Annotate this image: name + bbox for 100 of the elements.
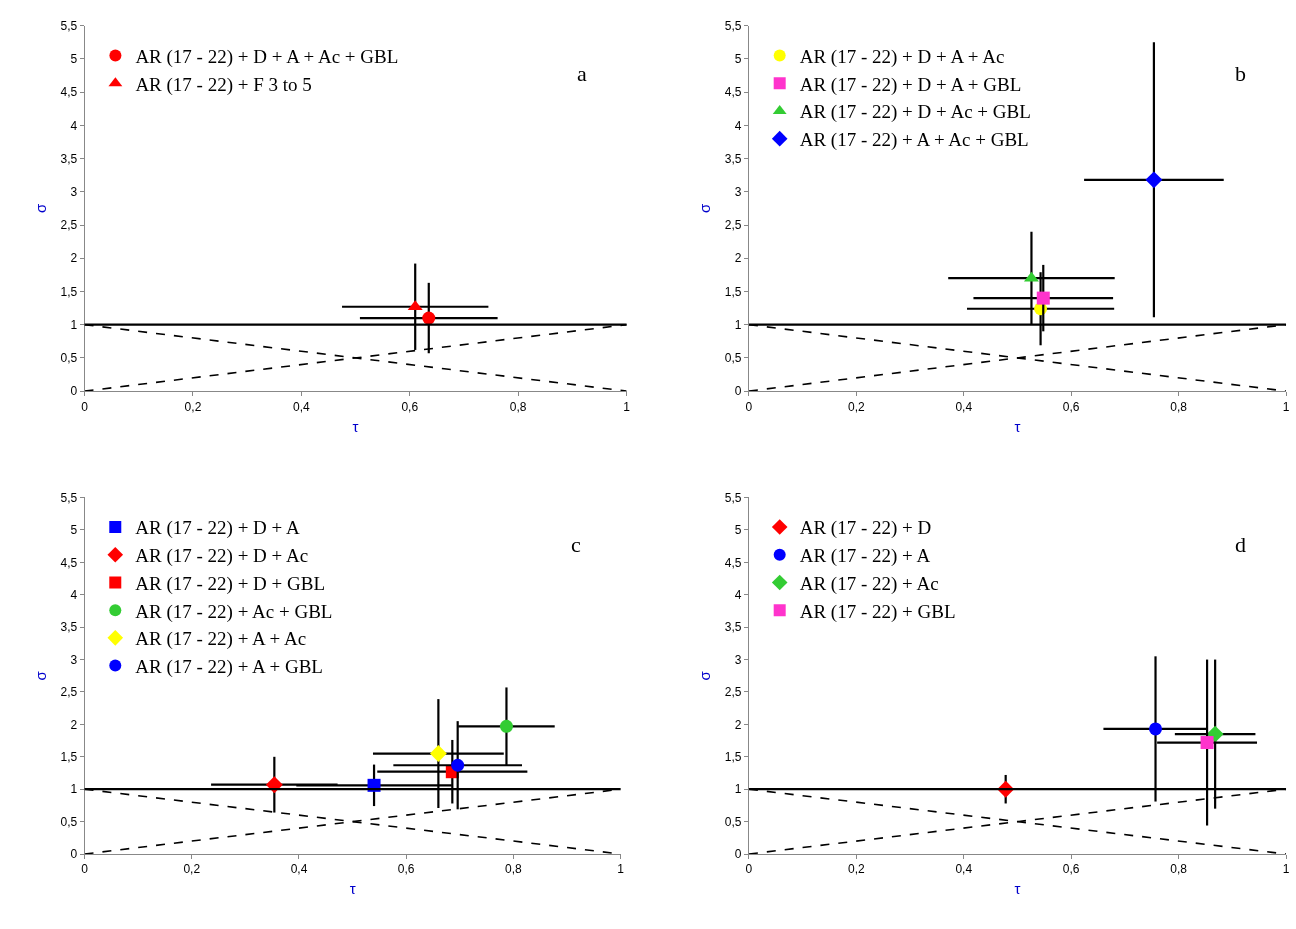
legend-label: AR (17 - 22) + D + Ac + GBL (799, 101, 1031, 124)
legend-label: AR (17 - 22) + D + A + Ac (799, 45, 1005, 68)
annotation: a (577, 61, 587, 86)
x-axis-title: τ (352, 417, 359, 435)
y-tick-label: 5,5 (60, 18, 78, 33)
point (1145, 171, 1163, 189)
x-axis-title: τ (349, 880, 356, 898)
point (1149, 722, 1163, 736)
legend-label: AR (17 - 22) + D + GBL (135, 572, 326, 595)
x-tick-label: 0,6 (1062, 862, 1080, 877)
x-tick-label: 0,2 (183, 862, 201, 877)
y-tick-label: 3 (734, 185, 742, 200)
x-tick-label: 0,8 (1170, 862, 1188, 877)
legend-label: AR (17 - 22) + D + A (135, 517, 301, 540)
annotation: d (1235, 532, 1246, 557)
y-tick-label: 4 (734, 587, 742, 602)
legend-label: AR (17 - 22) + D + A + Ac + GBL (135, 45, 399, 68)
legend-label: AR (17 - 22) + D + Ac (135, 545, 309, 568)
y-tick-label: 3,5 (60, 620, 78, 635)
x-tick-label: 0 (745, 399, 753, 414)
y-tick-label: 3,5 (724, 151, 742, 166)
x-axis-title: τ (1014, 880, 1021, 898)
y-tick-label: 5 (70, 52, 78, 67)
x-axis-title: τ (1014, 417, 1021, 435)
annotation: c (571, 532, 581, 557)
legend-label: AR (17 - 22) + Ac + GBL (135, 600, 333, 623)
y-tick-label: 5,5 (60, 490, 78, 505)
point (1200, 736, 1214, 750)
y-tick-label: 1,5 (724, 284, 742, 299)
y-tick-label: 4,5 (724, 555, 742, 570)
y-tick-label: 2,5 (724, 218, 742, 233)
legend-label: AR (17 - 22) + GBL (799, 600, 956, 623)
legend-label: AR (17 - 22) + A + GBL (135, 655, 323, 678)
legend-label: AR (17 - 22) + A (799, 545, 931, 568)
legend-label: AR (17 - 22) + Ac (799, 572, 939, 595)
y-tick-label: 1 (734, 782, 742, 797)
y-tick-label: 5,5 (724, 18, 742, 33)
legend-label: AR (17 - 22) + D + A + GBL (799, 73, 1022, 96)
y-tick-label: 5 (734, 523, 742, 538)
x-tick-label: 0,4 (955, 399, 973, 414)
x-tick-label: 0,8 (505, 862, 523, 877)
y-tick-label: 1 (734, 317, 742, 332)
x-tick-label: 0 (81, 862, 89, 877)
x-tick-label: 0 (745, 862, 753, 877)
x-tick-label: 0,8 (509, 399, 527, 414)
legend-label: AR (17 - 22) + D (799, 517, 932, 540)
y-tick-label: 5,5 (724, 490, 742, 505)
point (451, 758, 465, 772)
y-tick-label: 4,5 (724, 85, 742, 100)
y-tick-label: 4 (70, 587, 78, 602)
y-tick-label: 2 (70, 717, 78, 732)
y-tick-label: 1,5 (724, 750, 742, 765)
x-tick-label: 0,6 (397, 862, 415, 877)
legend-label: AR (17 - 22) + A + Ac + GBL (799, 129, 1029, 152)
y-tick-label: 1 (70, 782, 78, 797)
x-tick-label: 0,4 (955, 862, 973, 877)
y-tick-label: 3,5 (60, 151, 78, 166)
point (1036, 291, 1050, 305)
x-tick-label: 0,2 (848, 862, 866, 877)
y-tick-label: 3 (70, 185, 78, 200)
y-tick-label: 0 (70, 847, 78, 862)
y-tick-label: 3 (734, 652, 742, 667)
y-tick-label: 2 (70, 251, 78, 266)
y-tick-label: 0,5 (60, 351, 78, 366)
x-tick-label: 0,8 (1170, 399, 1188, 414)
annotation: b (1235, 61, 1246, 86)
y-tick-label: 1,5 (60, 284, 78, 299)
x-tick-label: 0,4 (290, 862, 308, 877)
y-tick-label: 2,5 (60, 218, 78, 233)
y-tick-label: 0 (734, 384, 742, 399)
y-tick-label: 5 (734, 52, 742, 67)
y-tick-label: 4,5 (60, 85, 78, 100)
y-tick-label: 2 (734, 717, 742, 732)
y-tick-label: 0,5 (60, 814, 78, 829)
y-tick-label: 0 (70, 384, 78, 399)
legend-label: AR (17 - 22) + F 3 to 5 (135, 73, 312, 96)
point (429, 745, 447, 763)
y-tick-label: 5 (70, 523, 78, 538)
x-tick-label: 1 (1282, 399, 1290, 414)
y-tick-label: 4 (70, 118, 78, 133)
y-tick-label: 4,5 (60, 555, 78, 570)
y-tick-label: 1 (70, 317, 78, 332)
y-tick-label: 1,5 (60, 750, 78, 765)
y-tick-label: 0,5 (724, 814, 742, 829)
y-tick-label: 3,5 (724, 620, 742, 635)
x-tick-label: 0 (81, 399, 89, 414)
x-tick-label: 0,4 (293, 399, 311, 414)
y-tick-label: 3 (70, 652, 78, 667)
x-tick-label: 1 (1282, 862, 1290, 877)
x-tick-label: 1 (617, 862, 625, 877)
y-axis-title: σ (696, 203, 714, 214)
y-tick-label: 4 (734, 118, 742, 133)
legend-label: AR (17 - 22) + A + Ac (135, 628, 307, 651)
y-axis-title: σ (31, 203, 49, 214)
y-tick-label: 0,5 (724, 351, 742, 366)
x-tick-label: 0,2 (848, 399, 866, 414)
y-tick-label: 2,5 (724, 685, 742, 700)
y-axis-title: σ (31, 670, 49, 681)
x-tick-label: 0,6 (401, 399, 419, 414)
y-tick-label: 0 (734, 847, 742, 862)
